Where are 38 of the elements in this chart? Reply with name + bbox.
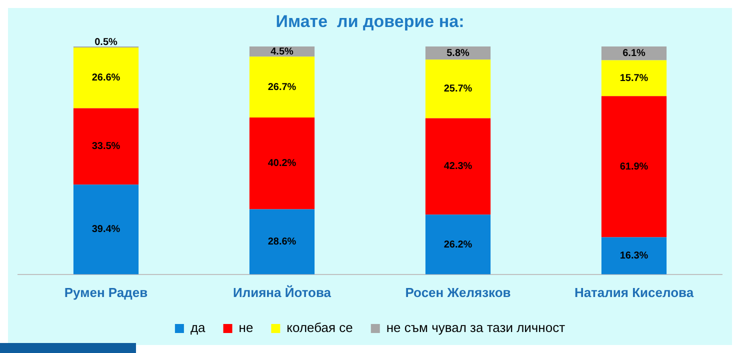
data-label: 0.5% [94,37,118,48]
bar [73,108,139,185]
bar [601,96,667,238]
legend-label: не [238,320,254,336]
data-label: 40.2% [268,158,296,170]
data-label: 4.5% [270,46,294,58]
x-tick-label: Наталия Киселова [574,284,694,300]
legend-label: да [190,320,206,336]
legend-label: не съм чувал за тази личност [386,320,566,336]
data-label: 26.2% [444,239,472,250]
bar [425,60,491,118]
data-label: 33.5% [92,141,120,152]
data-label: 26.6% [92,72,120,84]
x-tick-label: Румен Радев [64,284,148,300]
data-label: 61.9% [620,161,648,172]
data-label: 25.7% [444,84,472,95]
data-label: 39.4% [92,224,120,236]
bar [425,118,491,215]
data-label: 42.3% [444,161,472,172]
bar [601,46,667,60]
data-label: 5.8% [446,48,470,59]
data-label: 16.3% [620,250,648,262]
x-tick-label: Росен Желязков [405,284,511,300]
bar [73,48,139,108]
chart-title: Имате ли доверие на: [276,12,464,31]
bar [249,118,315,210]
data-label: 6.1% [622,48,646,60]
data-label: 26.7% [268,82,296,93]
legend-label: колебая се [286,320,353,336]
bar [249,209,315,274]
bar [425,214,491,274]
bar [601,60,667,96]
data-label: 28.6% [268,236,296,248]
x-tick-label: Илияна Йотова [232,284,332,300]
bar [73,184,139,274]
bar [249,56,315,118]
data-label: 15.7% [620,72,648,84]
bar [601,237,667,274]
